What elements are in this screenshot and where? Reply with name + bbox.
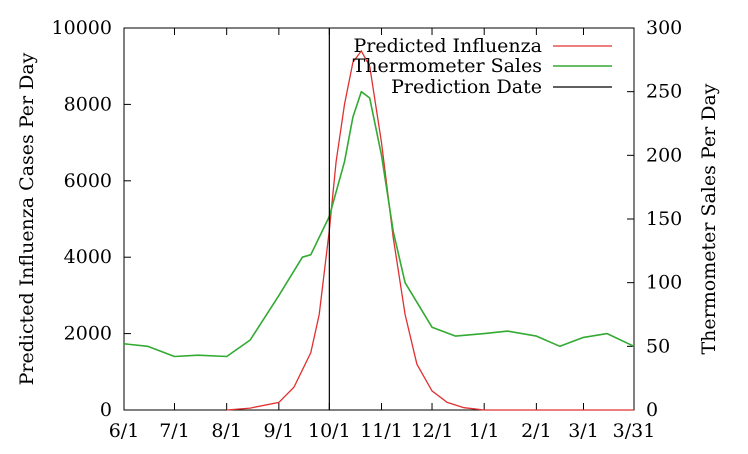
y-tick-label: 6000 xyxy=(64,170,112,192)
x-tick-label: 7/1 xyxy=(159,420,190,442)
y2-tick-label: 250 xyxy=(646,81,682,103)
y2-axis-title: Thermometer Sales Per Day xyxy=(698,83,720,354)
x-tick-label: 9/1 xyxy=(264,420,295,442)
y-axis-title: Predicted Influenza Cases Per Day xyxy=(16,52,38,385)
x-tick-label: 10/1 xyxy=(308,420,351,442)
legend-label-thermometer-sales: Thermometer Sales xyxy=(353,55,542,77)
y2-tick-label: 150 xyxy=(646,208,682,230)
y-tick-label: 0 xyxy=(100,399,112,421)
legend: Predicted Influenza Thermometer Sales Pr… xyxy=(353,35,612,98)
series-line-influenza xyxy=(226,49,634,411)
y-axis-ticks: 0 2000 4000 6000 8000 10000 xyxy=(52,17,131,421)
plot-frame xyxy=(123,27,635,411)
x-axis-ticks: 6/1 7/1 8/1 9/1 10/1 11/1 12/1 1/1 2/1 3/1 3/31 xyxy=(109,28,656,442)
y-tick-label: 8000 xyxy=(64,93,112,115)
y2-tick-label: 0 xyxy=(646,399,658,421)
series-line-thermometer-sales xyxy=(123,90,635,358)
x-tick-label: 12/1 xyxy=(411,420,454,442)
y2-tick-label: 50 xyxy=(646,335,670,357)
y2-tick-label: 200 xyxy=(646,144,682,166)
x-tick-label: 2/1 xyxy=(521,420,552,442)
y2-axis-ticks: 0 50 100 150 200 250 300 xyxy=(627,17,682,421)
y-tick-label: 2000 xyxy=(64,323,112,345)
legend-label-influenza: Predicted Influenza xyxy=(353,35,542,57)
y2-tick-label: 300 xyxy=(646,17,682,39)
y-tick-label: 10000 xyxy=(52,17,112,39)
x-tick-label: 3/31 xyxy=(613,420,656,442)
x-tick-label: 3/1 xyxy=(568,420,599,442)
x-tick-label: 8/1 xyxy=(211,420,242,442)
legend-label-prediction-date: Prediction Date xyxy=(391,76,542,98)
y2-tick-label: 100 xyxy=(646,272,682,294)
x-tick-label: 6/1 xyxy=(109,420,140,442)
x-tick-label: 11/1 xyxy=(360,420,403,442)
y-tick-label: 4000 xyxy=(64,246,112,268)
axes xyxy=(123,27,635,411)
x-tick-label: 1/1 xyxy=(469,420,500,442)
series-layer xyxy=(123,28,635,411)
